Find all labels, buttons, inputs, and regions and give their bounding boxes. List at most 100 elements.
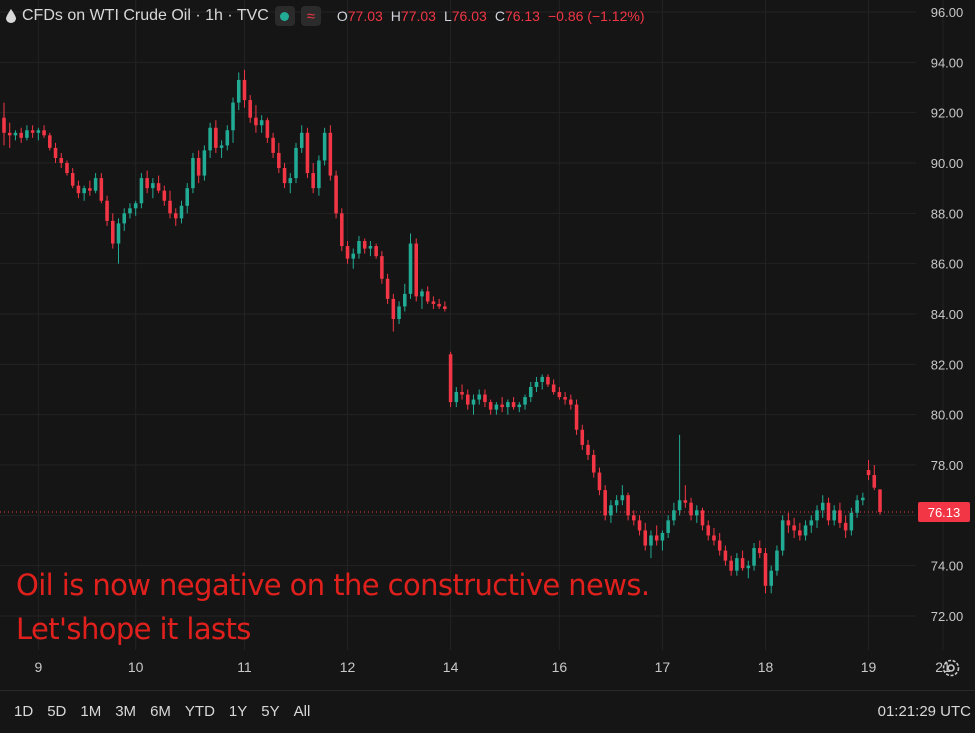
price-axis[interactable]: 96.00 94.00 92.00 90.00 88.00 86.00 84.00 82.00…	[931, 5, 964, 624]
candle-body	[202, 150, 207, 176]
candle	[786, 512, 791, 533]
candle	[294, 142, 298, 184]
candle-body	[282, 168, 287, 184]
candle	[13, 130, 18, 141]
candle	[763, 548, 768, 594]
range-button-ytd[interactable]: YTD	[184, 703, 215, 720]
candle	[557, 386, 562, 400]
candle	[196, 150, 201, 184]
candle-body	[93, 178, 98, 191]
range-button-5y[interactable]: 5Y	[261, 703, 280, 720]
candle	[666, 515, 670, 538]
candle-body	[654, 535, 659, 541]
candle-body	[25, 130, 29, 138]
candle	[591, 449, 596, 478]
candle	[191, 152, 195, 194]
candle	[368, 241, 373, 257]
candle	[838, 502, 842, 528]
candle-body	[494, 404, 499, 410]
candle-body	[105, 200, 109, 221]
candle-body	[780, 520, 785, 551]
symbol-title[interactable]: CFDs on WTI Crude Oil · 1h · TVC	[22, 7, 269, 24]
candle	[219, 140, 224, 158]
high-label: H	[390, 8, 401, 24]
candle-body	[717, 540, 722, 551]
candle-body	[30, 130, 35, 133]
candle-body	[672, 510, 676, 521]
range-button-1d[interactable]: 1D	[14, 703, 34, 720]
candle	[820, 495, 825, 518]
candle-body	[523, 397, 527, 405]
candle-body	[752, 548, 756, 566]
market-status-icon[interactable]	[274, 6, 295, 26]
candle-body	[288, 178, 293, 184]
candle-body	[328, 132, 333, 176]
candle-body	[603, 490, 607, 516]
candle-body	[695, 510, 699, 516]
candle-body	[757, 548, 762, 554]
utc-clock[interactable]: 01:21:29 UTC	[877, 703, 971, 720]
range-button-5d[interactable]: 5D	[47, 703, 67, 720]
time-axis[interactable]: 9 10 11 12 14 16 17 18 19 21	[34, 659, 951, 675]
candle	[431, 296, 436, 309]
candle-body	[849, 512, 854, 531]
candle-body	[569, 399, 573, 405]
candle-body	[580, 429, 585, 445]
low-value: 76.03	[451, 8, 487, 24]
gear-icon[interactable]	[940, 657, 962, 679]
candle-body	[385, 278, 390, 299]
candle	[448, 351, 453, 408]
change-value: −0.86 (−1.12%)	[547, 8, 645, 24]
candle-body	[454, 392, 459, 403]
candle	[254, 105, 258, 133]
range-button-all[interactable]: All	[293, 703, 311, 720]
candle	[855, 495, 859, 518]
candle-body	[540, 376, 544, 382]
range-button-3m[interactable]: 3M	[115, 703, 137, 720]
range-button-1y[interactable]: 1Y	[228, 703, 248, 720]
candle	[597, 467, 602, 496]
candle-body	[294, 147, 298, 179]
candle	[202, 145, 207, 181]
candle-body	[145, 178, 149, 189]
candle-body	[391, 298, 396, 320]
candle-body	[53, 147, 58, 158]
candle	[208, 122, 212, 158]
candle	[214, 120, 218, 153]
candle	[53, 142, 58, 163]
candle	[843, 515, 848, 538]
price-tick-label: 80.00	[931, 408, 964, 423]
candle	[672, 502, 676, 526]
candle	[443, 301, 447, 312]
candle-body	[374, 246, 378, 257]
candle	[122, 208, 127, 231]
candle	[162, 185, 167, 206]
price-chart[interactable]: 96.00 94.00 92.00 90.00 88.00 86.00 84.00 82.00…	[0, 0, 975, 690]
candle	[849, 507, 854, 536]
candle-body	[826, 502, 831, 521]
candle	[374, 243, 378, 259]
candle-body	[643, 530, 648, 546]
candle	[546, 374, 550, 387]
candle-body	[563, 397, 567, 400]
candle-body	[677, 500, 682, 511]
compare-wave-icon[interactable]: ≈	[300, 6, 321, 26]
annotation-line-2: Let'shope it lasts	[16, 612, 251, 646]
range-buttons: 1D 5D 1M 3M 6M YTD 1Y 5Y All	[14, 703, 310, 720]
candle	[322, 127, 327, 166]
candle-body	[185, 188, 189, 206]
candle	[866, 459, 871, 481]
oil-drop-icon	[6, 9, 16, 23]
range-button-1m[interactable]: 1M	[80, 703, 102, 720]
candle-body	[265, 120, 270, 138]
range-button-6m[interactable]: 6M	[150, 703, 171, 720]
price-tick-label: 90.00	[931, 156, 964, 171]
candle-body	[151, 183, 155, 189]
annotation-line-1: Oil is now negative on the constructive …	[16, 568, 650, 602]
candle-body	[792, 525, 796, 531]
candle	[706, 520, 711, 541]
candle-body	[586, 444, 590, 455]
high-value: 77.03	[400, 8, 436, 24]
candle-body	[551, 384, 556, 393]
candle	[271, 132, 275, 158]
